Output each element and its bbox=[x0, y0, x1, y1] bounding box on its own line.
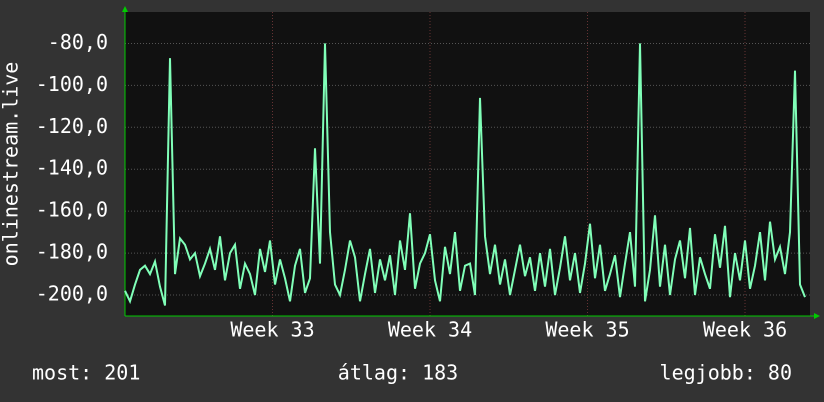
y-tick-label: -160,0 bbox=[36, 198, 108, 222]
y-tick-label: -200,0 bbox=[36, 282, 108, 306]
footer-average: átlag: 183 bbox=[338, 361, 458, 385]
x-tick-label: Week 34 bbox=[388, 318, 472, 342]
data-line bbox=[124, 43, 806, 306]
footer-best: legjobb: 80 bbox=[660, 361, 792, 385]
y-tick-label: -140,0 bbox=[36, 156, 108, 180]
x-tick-label: Week 36 bbox=[703, 318, 787, 342]
y-tick-label: -180,0 bbox=[36, 240, 108, 264]
y-tick-label: -100,0 bbox=[36, 72, 108, 96]
axis-arrow bbox=[814, 313, 820, 319]
footer-now: most: 201 bbox=[32, 361, 140, 385]
y-axis-label: onlinestream.live bbox=[0, 62, 23, 267]
y-tick-label: -120,0 bbox=[36, 114, 108, 138]
x-tick-label: Week 33 bbox=[230, 318, 314, 342]
x-tick-label: Week 35 bbox=[545, 318, 629, 342]
y-tick-label: -80,0 bbox=[48, 30, 108, 54]
